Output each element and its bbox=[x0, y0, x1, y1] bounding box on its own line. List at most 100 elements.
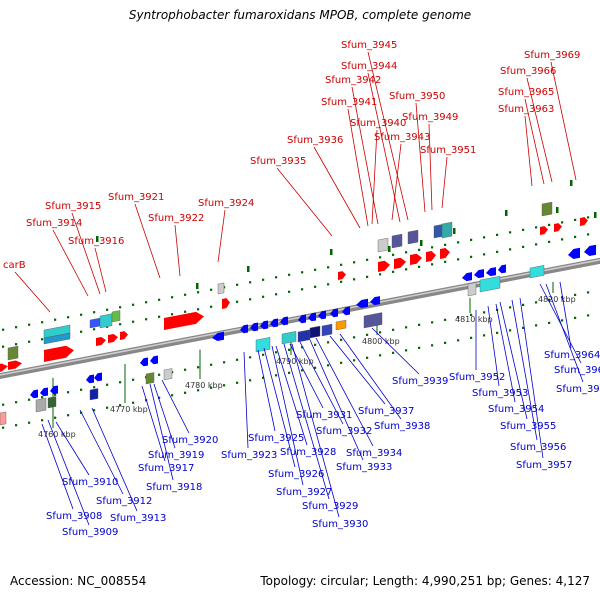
track-dot bbox=[444, 341, 447, 344]
track-dot bbox=[340, 280, 343, 283]
bottom-leader-line bbox=[499, 301, 528, 420]
track-dot bbox=[197, 389, 200, 392]
inner-reverse-track bbox=[2, 291, 590, 406]
track-dot bbox=[561, 238, 564, 241]
track-dot bbox=[41, 338, 44, 341]
bottom-gene-label: Sfum_3939 bbox=[392, 376, 448, 387]
track-dot bbox=[262, 278, 265, 281]
top-leader-line bbox=[94, 247, 107, 293]
track-dot bbox=[444, 318, 447, 321]
track-dot bbox=[444, 260, 447, 263]
track-dot bbox=[41, 419, 44, 422]
track-dot bbox=[106, 406, 109, 409]
forward-gene-arrow bbox=[426, 250, 436, 262]
top-gene-label: Sfum_3944 bbox=[341, 61, 397, 72]
track-dot bbox=[340, 263, 343, 266]
bottom-gene-label: Sfum_3964 bbox=[544, 350, 600, 361]
reverse-gene-arrow bbox=[280, 316, 288, 326]
track-marker bbox=[330, 249, 333, 255]
track-dot bbox=[353, 336, 356, 339]
track-dot bbox=[2, 328, 5, 331]
reverse-gene-arrow bbox=[462, 272, 472, 282]
track-dot bbox=[431, 263, 434, 266]
track-dot bbox=[379, 354, 382, 357]
bottom-leader-line bbox=[299, 341, 344, 425]
track-dot bbox=[509, 231, 512, 234]
track-dot bbox=[223, 384, 226, 387]
bottom-gene-label: Sfum_3918 bbox=[146, 482, 202, 493]
track-dot bbox=[249, 298, 252, 301]
track-dot bbox=[405, 349, 408, 352]
bottom-leader-line bbox=[283, 343, 330, 500]
track-dot bbox=[548, 223, 551, 226]
track-dot bbox=[574, 235, 577, 238]
outer-forward-track bbox=[2, 216, 590, 331]
bottom-leader-line bbox=[329, 335, 386, 405]
track-dot bbox=[314, 366, 317, 369]
track-dot bbox=[327, 364, 330, 367]
track-dot bbox=[522, 245, 525, 248]
track-dot bbox=[210, 363, 213, 366]
track-dot bbox=[28, 421, 31, 424]
bottom-gene-label: Sfum_3954 bbox=[488, 404, 544, 415]
track-dot bbox=[431, 321, 434, 324]
track-dot bbox=[587, 291, 590, 294]
track-dot bbox=[418, 323, 421, 326]
reverse-gene-arrow bbox=[308, 312, 316, 322]
track-dot bbox=[184, 391, 187, 394]
track-dot bbox=[15, 343, 18, 346]
top-gene-label: Sfum_3951 bbox=[420, 145, 476, 156]
track-dot bbox=[405, 268, 408, 271]
track-dot bbox=[288, 348, 291, 351]
track-dot bbox=[483, 334, 486, 337]
track-dot bbox=[535, 226, 538, 229]
track-dot bbox=[561, 319, 564, 322]
track-dot bbox=[249, 281, 252, 284]
track-dot bbox=[249, 379, 252, 382]
track-dot bbox=[314, 268, 317, 271]
top-leader-line bbox=[347, 108, 369, 227]
bottom-leader-line bbox=[149, 383, 174, 481]
track-dot bbox=[496, 331, 499, 334]
track-dot bbox=[327, 341, 330, 344]
track-dot bbox=[236, 283, 239, 286]
forward-gene-arrow bbox=[8, 360, 22, 370]
track-dot bbox=[392, 328, 395, 331]
forward-gene-arrow bbox=[554, 223, 562, 232]
track-dot bbox=[496, 250, 499, 253]
gene-feature-block bbox=[321, 323, 333, 337]
track-dot bbox=[301, 369, 304, 372]
bottom-leader-line bbox=[315, 337, 374, 447]
scale-label: 4770 kbp bbox=[110, 405, 148, 414]
forward-gene-arrow bbox=[394, 257, 406, 269]
gene-feature-block bbox=[99, 313, 113, 329]
top-leader-line bbox=[367, 72, 401, 223]
forward-gene-arrow bbox=[410, 253, 422, 265]
top-leader-line bbox=[134, 203, 161, 279]
reverse-gene-arrow bbox=[212, 331, 224, 341]
gene-feature-block bbox=[467, 282, 477, 297]
bottom-gene-label: Sfum_3912 bbox=[96, 496, 152, 507]
track-dot bbox=[353, 278, 356, 281]
gene-feature-block bbox=[89, 317, 101, 329]
top-leader-line bbox=[415, 102, 426, 213]
track-dot bbox=[54, 416, 57, 419]
track-dot bbox=[28, 398, 31, 401]
track-dot bbox=[2, 426, 5, 429]
track-dot bbox=[171, 394, 174, 397]
bottom-gene-label: Sfum_3908 bbox=[46, 511, 102, 522]
top-leader-line bbox=[52, 229, 89, 297]
top-gene-label: carB bbox=[3, 260, 26, 271]
track-dot bbox=[262, 376, 265, 379]
track-dot bbox=[158, 298, 161, 301]
gene-feature-block bbox=[111, 310, 121, 323]
track-marker bbox=[196, 283, 199, 289]
track-dot bbox=[444, 243, 447, 246]
track-dot bbox=[301, 346, 304, 349]
reverse-gene-arrow bbox=[260, 320, 268, 330]
track-dot bbox=[470, 238, 473, 241]
track-marker bbox=[247, 266, 250, 272]
bottom-gene-label: Sfum_3929 bbox=[302, 501, 358, 512]
reverse-gene-arrow bbox=[330, 308, 338, 318]
